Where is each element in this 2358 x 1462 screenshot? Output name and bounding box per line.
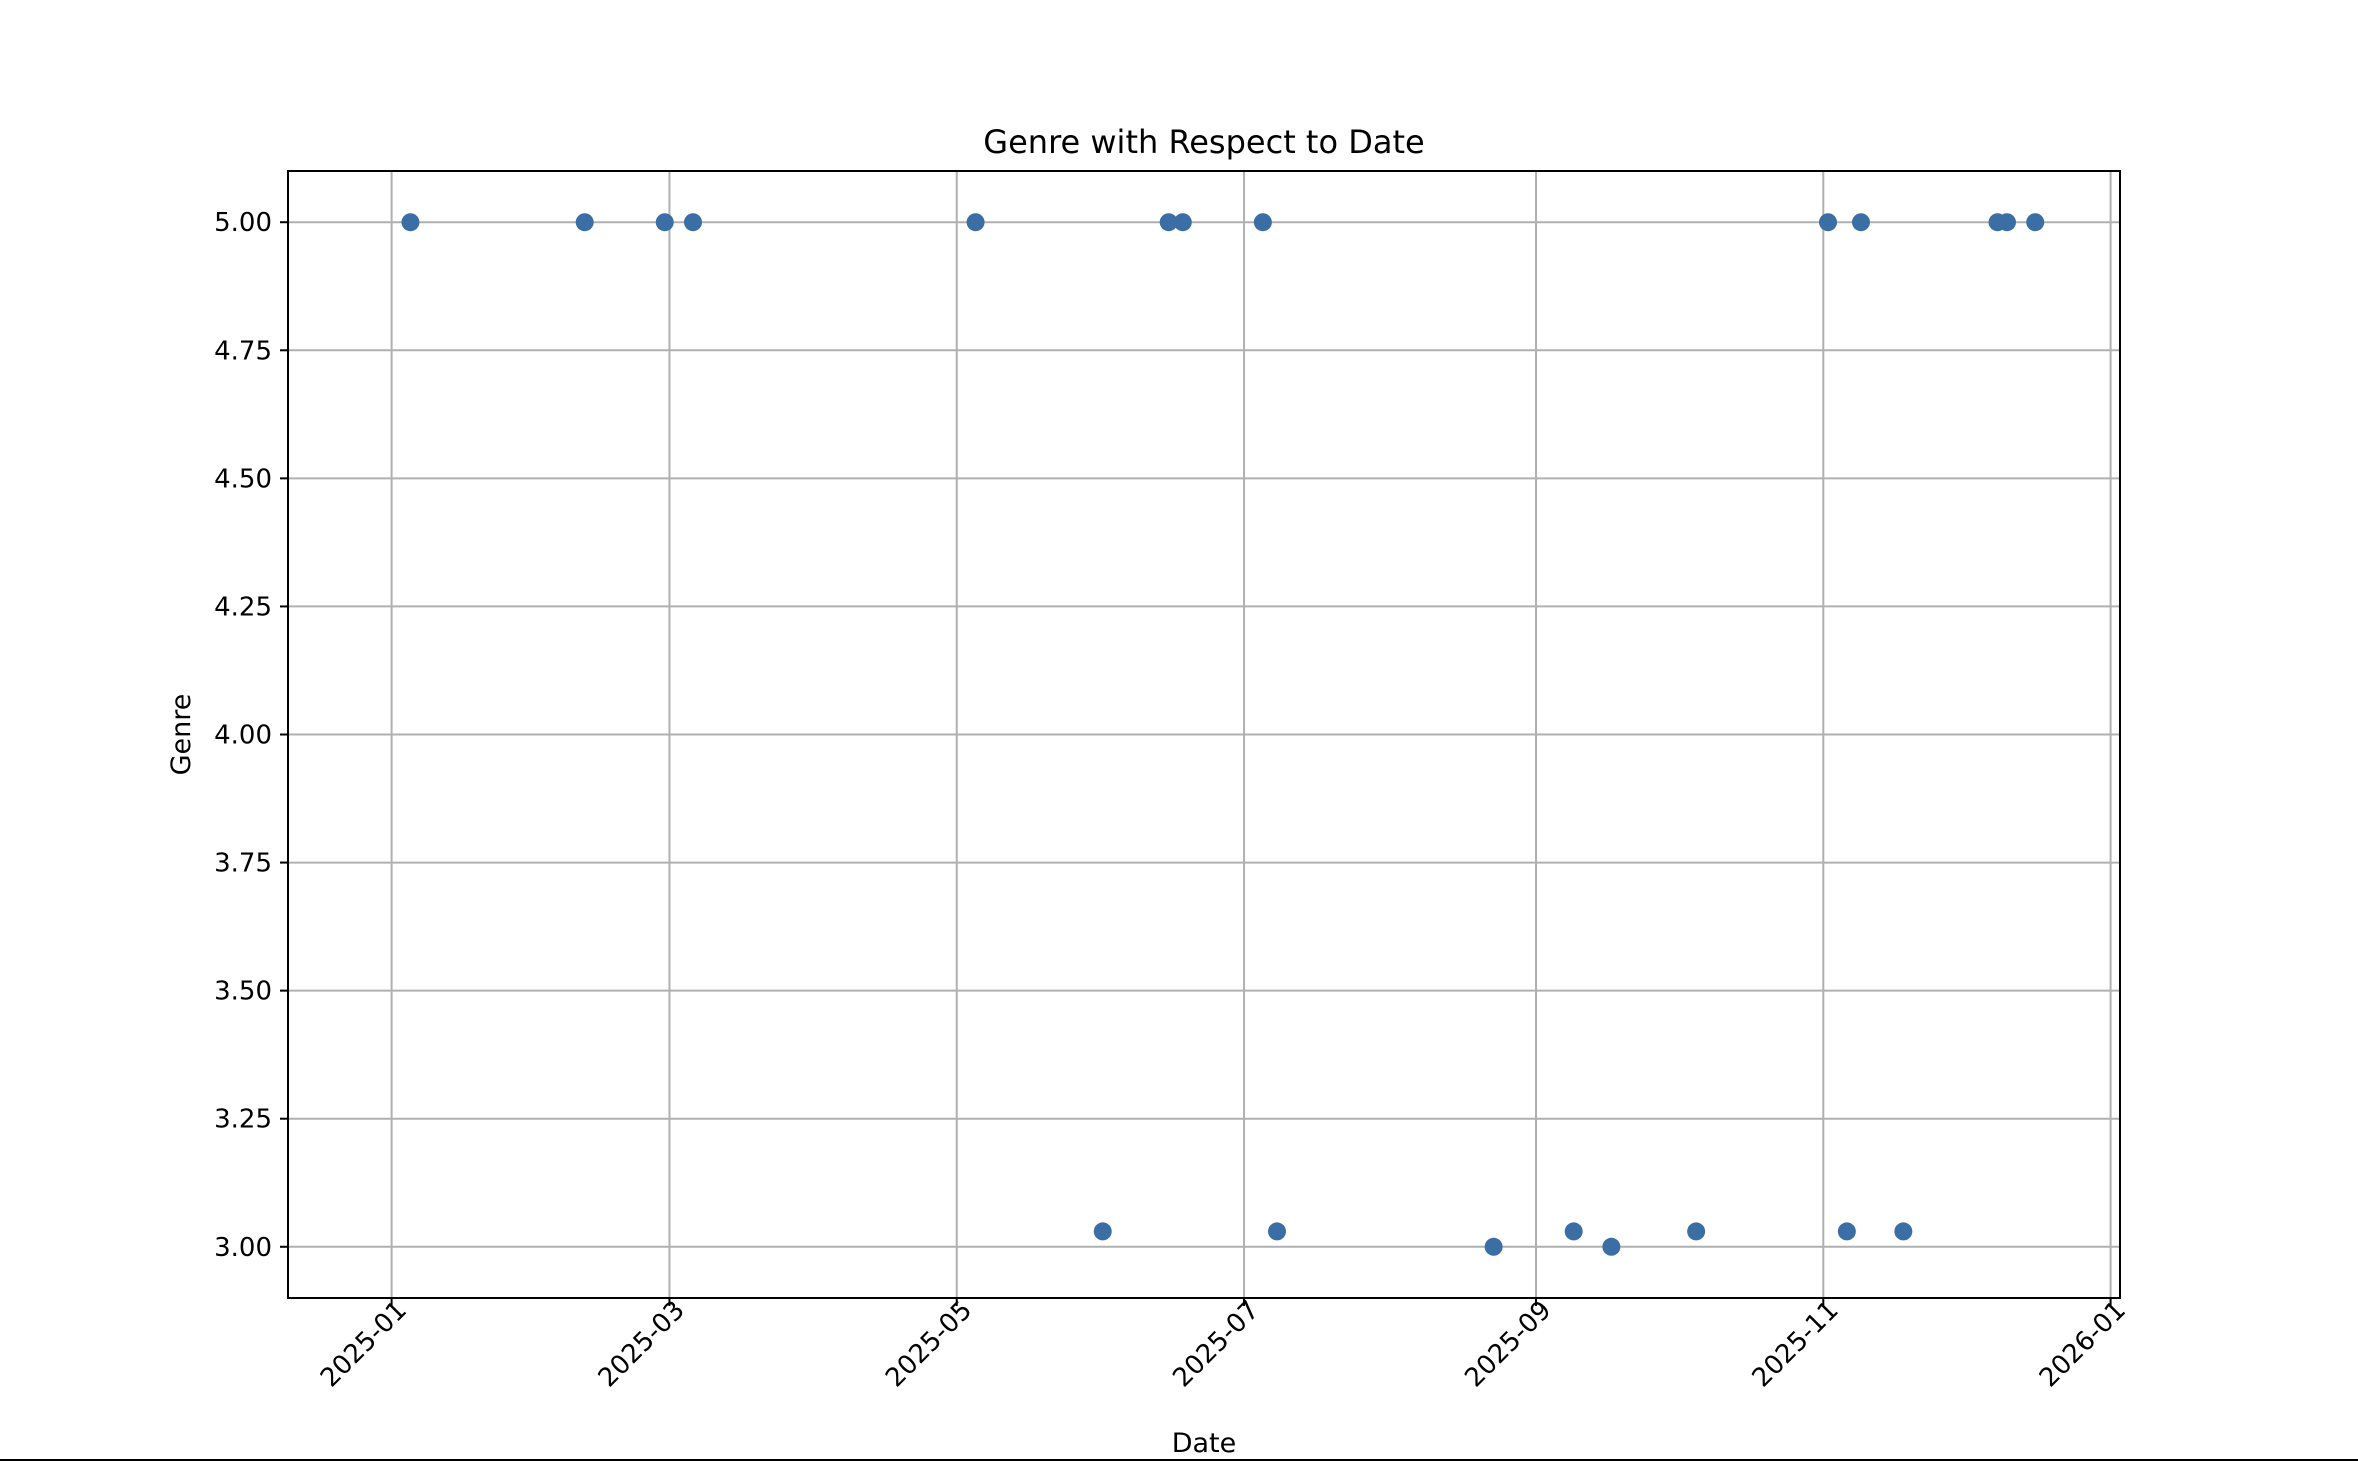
- data-point: [1837, 1222, 1856, 1241]
- y-tick-label: 3.75: [214, 849, 272, 879]
- y-tick-label: 4.00: [214, 721, 272, 751]
- data-point: [1997, 213, 2016, 232]
- data-point: [1093, 1222, 1112, 1241]
- data-point: [575, 213, 594, 232]
- x-tick-label: 2025-09: [1459, 1295, 1557, 1393]
- y-tick-label: 3.25: [214, 1105, 272, 1135]
- grid-lines: [288, 171, 2120, 1298]
- x-tick-label: 2025-07: [1167, 1295, 1265, 1393]
- y-tick-label: 4.75: [214, 336, 272, 366]
- x-axis-label: Date: [1172, 1428, 1237, 1459]
- y-tick-label: 4.25: [214, 592, 272, 622]
- data-point: [1267, 1222, 1286, 1241]
- data-point: [1819, 213, 1838, 232]
- x-tick-label: 2026-01: [2034, 1295, 2132, 1393]
- y-tick-label: 3.00: [214, 1233, 272, 1263]
- x-tick-label: 2025-11: [1747, 1295, 1845, 1393]
- data-point: [655, 213, 674, 232]
- data-point: [401, 213, 420, 232]
- data-point: [2026, 213, 2045, 232]
- data-point: [1159, 213, 1178, 232]
- y-tick-label: 5.00: [214, 208, 272, 238]
- data-point: [1484, 1237, 1503, 1256]
- data-point: [1894, 1222, 1913, 1241]
- data-point: [684, 213, 703, 232]
- y-axis-ticks: 3.00 3.25 3.50 3.75 4.00 4.25 4.50 4.75 5.00: [214, 208, 288, 1263]
- x-tick-label: 2025-05: [880, 1295, 978, 1393]
- x-tick-label: 2025-01: [315, 1295, 413, 1393]
- x-tick-label: 2025-03: [593, 1295, 691, 1393]
- data-point: [1851, 213, 1870, 232]
- y-tick-label: 3.50: [214, 977, 272, 1007]
- data-point: [966, 213, 985, 232]
- data-point: [1602, 1237, 1621, 1256]
- data-point: [1253, 213, 1272, 232]
- y-axis-label: Genre: [166, 694, 197, 776]
- data-point: [1687, 1222, 1706, 1241]
- data-point: [1564, 1222, 1583, 1241]
- data-point: [1173, 213, 1192, 232]
- data-points: [401, 213, 2045, 1256]
- x-axis-ticks: 2025-01 2025-03 2025-05 2025-07 2025-09 2025-…: [315, 1295, 2132, 1393]
- chart-title: Genre with Respect to Date: [983, 123, 1424, 161]
- y-tick-label: 4.50: [214, 464, 272, 494]
